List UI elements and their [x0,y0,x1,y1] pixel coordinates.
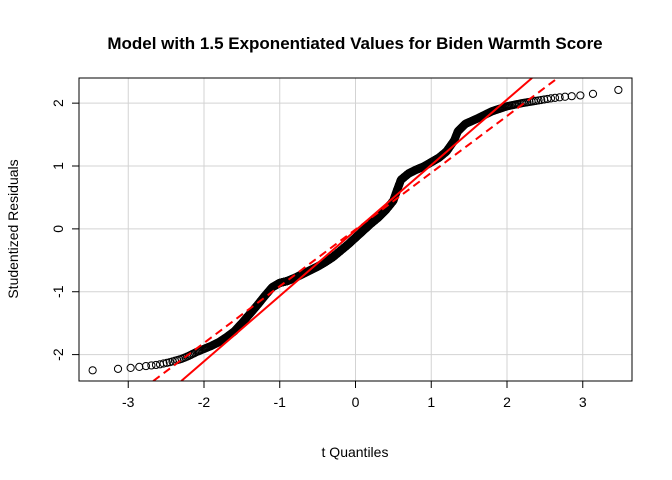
x-axis: -3 -2 -1 0 1 2 3 [122,380,587,410]
data-point [543,94,552,104]
x-tick-label: 0 [352,394,360,410]
reference-line-dashed [152,78,559,381]
reference-lines [152,78,559,381]
data-point [560,92,570,101]
x-tick-label: -3 [122,394,135,410]
x-axis-label: t Quantiles [322,444,389,460]
data-point [588,89,598,98]
data-point [555,93,564,102]
x-tick-label: -2 [198,394,211,410]
x-tick-label: 2 [503,394,511,410]
chart-title: Model with 1.5 Exponentiated Values for … [107,34,602,53]
data-point [162,358,171,367]
data-point [567,92,576,101]
y-tick-label: -2 [50,348,66,361]
data-point [113,364,123,373]
data-point [159,359,168,368]
data-point [576,91,585,100]
data-point [537,95,546,105]
y-tick-label: 2 [50,99,66,107]
data-point [88,366,97,375]
x-tick-label: 1 [427,394,435,410]
y-tick-label: 0 [50,225,66,233]
y-tick-label: 1 [50,162,66,170]
data-point [135,362,144,371]
data-point [614,85,623,95]
x-tick-label: -1 [274,394,287,410]
data-point [147,361,156,370]
data-point [534,96,543,105]
x-tick-label: 3 [579,394,587,410]
data-point [141,361,151,371]
data-point [126,363,135,372]
y-tick-label: -1 [50,285,66,298]
data-point [151,360,161,370]
y-axis-label: Studentized Residuals [5,159,21,298]
grid-lines [79,78,632,381]
y-axis: -2 -1 0 1 2 [50,99,80,361]
data-point [546,94,556,103]
data-point [550,93,560,102]
